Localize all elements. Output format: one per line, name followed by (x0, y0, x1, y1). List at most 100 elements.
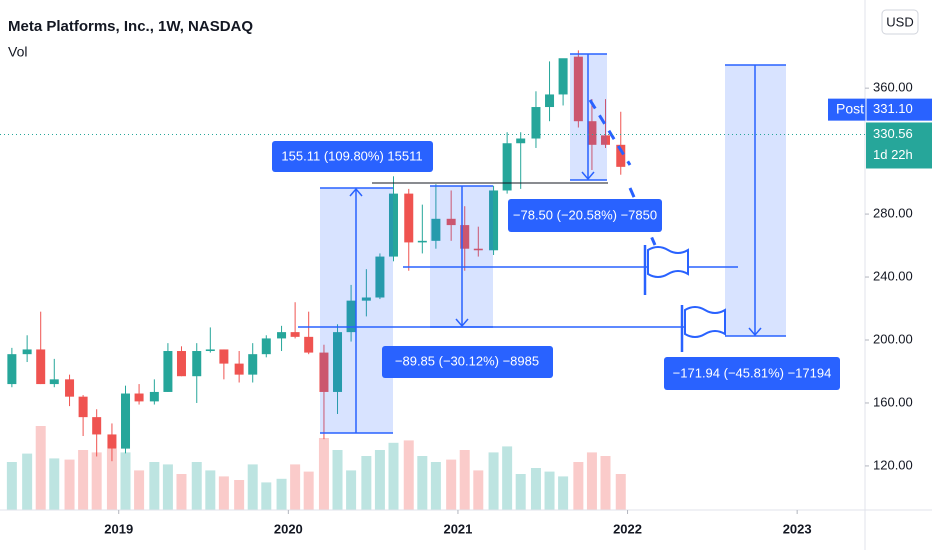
candle-body (333, 332, 343, 392)
volume-bar (459, 450, 470, 510)
volume-bar (600, 456, 611, 510)
volume-bar (361, 456, 372, 510)
volume-bar (134, 470, 145, 510)
candle-body (404, 193, 414, 243)
volume-bar (388, 442, 399, 510)
x-tick-label: 2019 (104, 521, 133, 536)
y-tick-label: 120.00 (873, 457, 913, 472)
volume-bar (247, 464, 258, 510)
volume-bar (403, 440, 414, 510)
volume-bar (261, 482, 272, 510)
volume-bar (91, 452, 102, 510)
volume-bar (191, 462, 202, 510)
volume-bar (162, 464, 173, 510)
candle-body (248, 354, 258, 375)
volume-bar (290, 464, 301, 510)
volume-bar (276, 478, 287, 510)
volume-bar (318, 438, 329, 510)
candle-body (78, 396, 88, 418)
volume-bar (473, 470, 484, 510)
candle-body (516, 138, 526, 144)
volume-bar (430, 462, 441, 510)
volume-bar (515, 474, 526, 510)
candle-body (92, 417, 102, 435)
y-tick-label: 360.00 (873, 80, 913, 95)
volume-bar (502, 446, 513, 510)
currency[interactable]: USD (886, 14, 913, 29)
candle-body (7, 354, 17, 385)
y-tick-label: 280.00 (873, 206, 913, 221)
candle-body (446, 218, 456, 226)
candle-body (375, 256, 385, 298)
x-tick-label: 2023 (783, 521, 812, 536)
candle-body (431, 218, 441, 241)
last-price-label: 330.56 (873, 126, 913, 141)
drawings (298, 53, 786, 434)
countdown: 1d 22h (873, 147, 913, 162)
annotation-bg (664, 357, 840, 390)
volume-bar (558, 476, 569, 510)
candle-body (319, 352, 329, 392)
candle-body (192, 351, 202, 377)
volume-bar (106, 448, 117, 510)
candle-body (304, 336, 314, 353)
volume-bar (446, 459, 457, 510)
candle-body (616, 144, 626, 167)
volume-bar (176, 474, 187, 510)
volume-bar (149, 462, 160, 510)
candle-body (219, 349, 229, 364)
candle-body (65, 379, 75, 397)
annotation-bg (272, 141, 433, 172)
candle-body (573, 56, 583, 122)
currency-badge[interactable] (881, 9, 919, 35)
volume-bar (205, 470, 216, 510)
candle-body (36, 349, 46, 385)
annotation: 155.11 (109.80%) 15511 (281, 148, 422, 163)
volume-bar (6, 462, 17, 510)
volume-bar (374, 450, 385, 510)
volume-bar (234, 480, 245, 510)
y-tick-label: 200.00 (873, 331, 913, 346)
post-badge (828, 98, 932, 121)
annotation-bg (382, 346, 553, 378)
annotation: −89.85 (−30.12%) −8985 (395, 353, 539, 368)
candle-body (134, 393, 144, 402)
y-tick-label: 240.00 (873, 268, 913, 283)
candle-body (261, 338, 271, 355)
candle-body (163, 351, 173, 392)
annotation-boxes (272, 141, 840, 390)
volume-bar (78, 450, 89, 510)
volume-bar (303, 471, 314, 510)
volume-bar (22, 453, 33, 510)
candle-body (489, 190, 499, 251)
indicator-label: Vol (8, 44, 27, 60)
post-price: 331.10 (873, 101, 913, 116)
candle-body (277, 332, 287, 339)
x-tick-label: 2022 (613, 521, 642, 536)
x-tick-label: 2021 (443, 521, 472, 536)
volume-bar (573, 462, 584, 510)
candle-body (531, 107, 541, 139)
volume-bar (346, 470, 357, 510)
annotation-bg (508, 199, 662, 232)
volume-bar (120, 452, 131, 510)
candle-body (107, 434, 117, 449)
volume-bar (586, 452, 597, 510)
candle-body (417, 240, 427, 243)
candle-body (176, 351, 186, 377)
volume-bar (615, 474, 626, 510)
candle-body (22, 349, 32, 355)
volume-bar (530, 468, 541, 510)
post-label: Post (836, 100, 864, 116)
candle-body (346, 300, 356, 333)
volume-bar (332, 450, 343, 510)
candle-body (545, 94, 555, 108)
last-price-badge (866, 122, 932, 169)
candle-body (473, 248, 483, 251)
volume-bar (64, 459, 75, 510)
candle-body (601, 135, 610, 145)
y-tick-label: 160.00 (873, 394, 913, 409)
annotation: −78.50 (−20.58%) −7850 (513, 207, 657, 222)
candle-body (361, 297, 371, 301)
